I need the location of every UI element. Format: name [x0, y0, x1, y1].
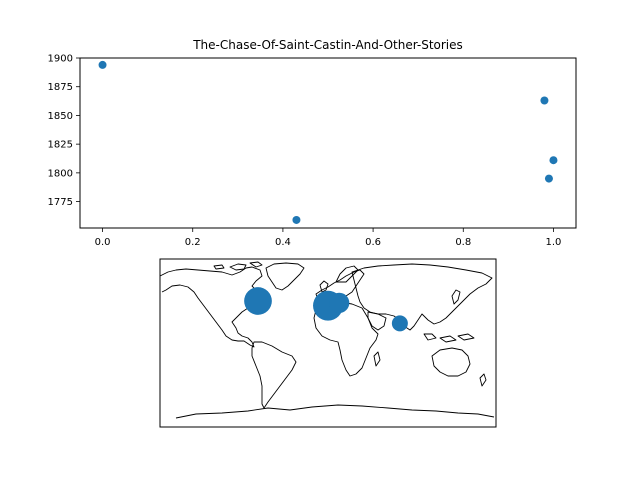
- y-tick-label: 1800: [48, 168, 73, 179]
- x-tick-label: 0.8: [455, 237, 471, 248]
- scatter-point: [98, 60, 107, 69]
- x-tick-label: 1.0: [546, 237, 562, 248]
- x-tick-label: 0.2: [185, 237, 201, 248]
- x-tick-label: 0.0: [95, 237, 111, 248]
- south-america-outline: [251, 341, 297, 409]
- scatter-point: [544, 174, 553, 183]
- y-tick-label: 1850: [48, 111, 73, 122]
- x-tick-label: 0.6: [365, 237, 381, 248]
- greenland-outline: [265, 262, 305, 291]
- map-frame: [159, 258, 497, 428]
- scatter-frame: [79, 57, 577, 229]
- new-zealand-outline: [479, 373, 487, 387]
- scatter-axes: 0.0 0.2 0.4 0.6 0.8 1.0 1775 1800 1825 1850 1875 19…: [48, 38, 577, 249]
- japan-outline: [451, 289, 461, 305]
- scatter-point: [540, 96, 549, 105]
- map-point: [329, 292, 350, 313]
- asia-outline: [351, 263, 493, 331]
- scatter-points: [98, 60, 558, 224]
- y-tick-label: 1875: [48, 82, 73, 93]
- y-tick-label: 1775: [48, 197, 73, 208]
- y-tick-label: 1900: [48, 54, 73, 65]
- chart-title: The-Chase-Of-Saint-Castin-And-Other-Stor…: [192, 38, 463, 52]
- map-point: [244, 287, 272, 315]
- scatter-ticks: 0.0 0.2 0.4 0.6 0.8 1.0 1775 1800 1825 1850 1875 19…: [48, 54, 562, 249]
- scatter-point: [292, 215, 301, 224]
- scandinavia-outline: [335, 265, 359, 283]
- map-point: [391, 315, 408, 332]
- antarctica-outline: [175, 404, 495, 419]
- map-axes: [159, 258, 497, 428]
- madagascar-outline: [373, 351, 381, 367]
- map-points: [244, 287, 408, 332]
- british-isles-outline: [319, 280, 329, 293]
- scatter-plot-area: [80, 58, 576, 228]
- australia-outline: [431, 347, 471, 377]
- scatter-point: [549, 156, 558, 165]
- x-tick-label: 0.4: [275, 237, 291, 248]
- indonesia-outline: [423, 333, 475, 343]
- y-tick-label: 1825: [48, 140, 73, 151]
- africa-outline: [313, 301, 379, 377]
- arctic-islands-outline: [213, 261, 263, 271]
- world-coastlines: [159, 261, 495, 419]
- north-america-outline: [159, 266, 269, 348]
